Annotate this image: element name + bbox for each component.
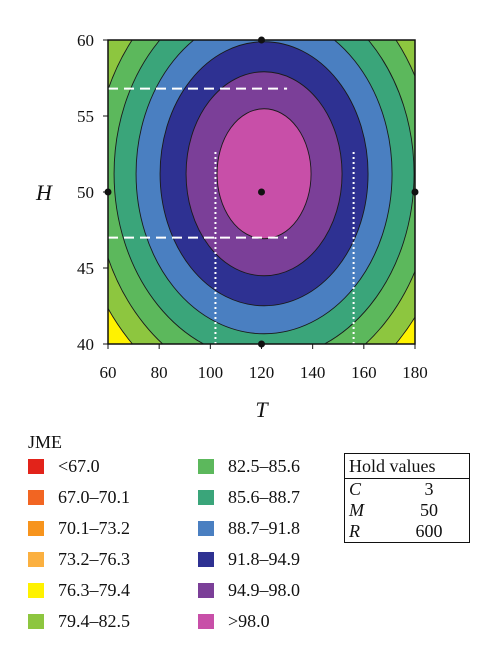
y-tick-label: 45	[77, 259, 94, 278]
y-tick-label: 50	[77, 183, 94, 202]
legend-item: <67.0	[28, 454, 100, 478]
legend-label: 94.9–98.0	[228, 579, 300, 600]
legend-swatch	[28, 489, 44, 505]
y-tick-label: 40	[77, 335, 94, 354]
x-tick-label: 180	[402, 363, 428, 382]
legend-item: 76.3–79.4	[28, 578, 130, 602]
legend-label: 73.2–76.3	[58, 548, 130, 569]
axis-ticks: 60 80 100 120 140 160 180 40 45 50 55 60	[77, 31, 428, 382]
legend-label: 82.5–85.6	[228, 455, 300, 476]
design-points	[104, 36, 419, 348]
legend-swatch	[198, 551, 214, 567]
hold-row-r: R 600	[345, 521, 469, 542]
hold-row-value: 3	[424, 479, 434, 499]
legend-label: 70.1–73.2	[58, 517, 130, 538]
legend-swatch	[28, 551, 44, 567]
legend-item: 91.8–94.9	[198, 547, 300, 571]
legend-swatch	[28, 458, 44, 474]
hold-row-name: C	[349, 479, 362, 499]
legend-item: 94.9–98.0	[198, 578, 300, 602]
legend-label: <67.0	[58, 455, 100, 476]
y-tick-label: 60	[77, 31, 94, 50]
hold-values-title: Hold values	[345, 454, 469, 479]
hold-row-value: 600	[415, 521, 443, 541]
legend-item: 88.7–91.8	[198, 516, 300, 540]
legend-label: 67.0–70.1	[58, 486, 130, 507]
legend-item: >98.0	[198, 609, 270, 633]
legend-swatch	[198, 613, 214, 629]
x-tick-label: 100	[198, 363, 224, 382]
contour-plot: 60 80 100 120 140 160 180 40 45 50 55 60 T H	[35, 31, 428, 422]
contour-band	[216, 108, 312, 240]
legend-label: 91.8–94.9	[228, 548, 300, 569]
design-point	[411, 188, 419, 196]
design-point	[258, 340, 265, 348]
hold-row-name: M	[349, 500, 364, 520]
legend-swatch	[198, 458, 214, 474]
legend-swatch	[28, 613, 44, 629]
hold-values-box: Hold values C 3 M 50 R 600	[344, 453, 470, 543]
hold-row-value: 50	[420, 500, 438, 520]
legend-item: 70.1–73.2	[28, 516, 130, 540]
x-axis-title: T	[255, 397, 269, 422]
annotation-lines	[108, 87, 355, 344]
legend-label: 85.6–88.7	[228, 486, 300, 507]
legend-swatch	[198, 489, 214, 505]
legend-swatch	[28, 582, 44, 598]
y-axis-title: H	[35, 180, 53, 205]
legend-item: 67.0–70.1	[28, 485, 130, 509]
design-point	[258, 36, 265, 44]
legend-swatch	[198, 520, 214, 536]
legend-item: 73.2–76.3	[28, 547, 130, 571]
legend-label: 79.4–82.5	[58, 610, 130, 631]
x-tick-label: 120	[249, 363, 275, 382]
x-tick-label: 80	[151, 363, 168, 382]
y-tick-label: 55	[77, 107, 94, 126]
legend-label: >98.0	[228, 610, 270, 631]
legend-item: 85.6–88.7	[198, 485, 300, 509]
x-tick-label: 160	[351, 363, 377, 382]
legend-label: 88.7–91.8	[228, 517, 300, 538]
x-tick-label: 140	[300, 363, 326, 382]
legend-item: 82.5–85.6	[198, 454, 300, 478]
hold-row-c: C 3	[345, 479, 469, 500]
hold-row-name: R	[349, 521, 360, 541]
legend-title: JME	[28, 432, 63, 452]
design-point	[104, 188, 112, 196]
legend-label: 76.3–79.4	[58, 579, 130, 600]
hold-row-m: M 50	[345, 500, 469, 521]
x-tick-label: 60	[100, 363, 117, 382]
legend-swatch	[28, 520, 44, 536]
legend-item: 79.4–82.5	[28, 609, 130, 633]
design-point	[258, 188, 265, 196]
legend-swatch	[198, 582, 214, 598]
